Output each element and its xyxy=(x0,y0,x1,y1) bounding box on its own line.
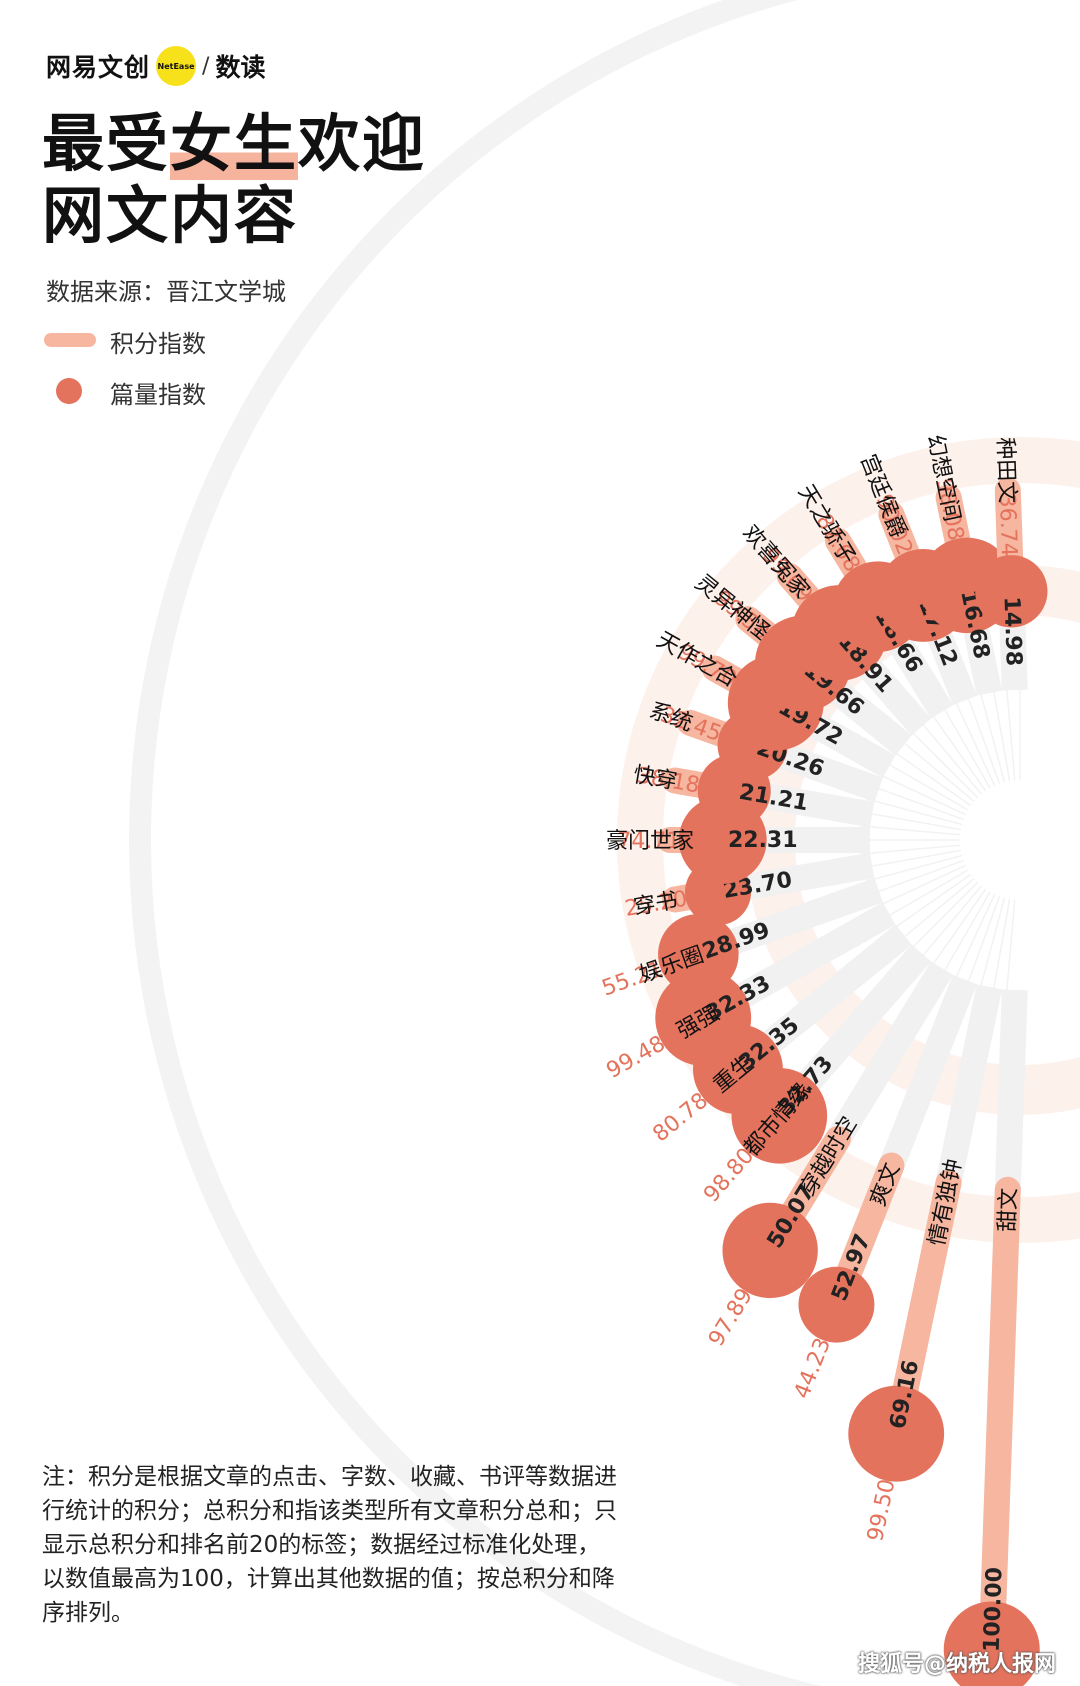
center-spoke xyxy=(927,708,987,792)
data-source: 数据来源：晋江文学城 xyxy=(46,278,286,306)
center-spoke xyxy=(977,685,1006,783)
center-spoke xyxy=(860,844,961,855)
chart-title: 最受女生欢迎 网文内容 xyxy=(42,107,427,252)
legend-bar-swatch xyxy=(44,333,96,347)
watermark: 搜狐号@纳税人报网 xyxy=(857,1652,1056,1677)
legend-bar-label: 积分指数 xyxy=(110,330,206,358)
center-spoke xyxy=(964,689,1001,784)
center-spoke xyxy=(862,849,962,869)
count-label-3: 97.89 xyxy=(704,1284,758,1351)
category-label-18: 种田文 xyxy=(992,437,1019,504)
inner-ring xyxy=(617,437,1080,1243)
center-spoke xyxy=(869,859,964,896)
brand: 网易文创 NetEase / 数读 xyxy=(46,46,265,86)
center-spoke xyxy=(939,891,991,979)
score-label-0: 100.00 xyxy=(980,1567,1008,1653)
count-dot-18 xyxy=(975,555,1048,628)
center-spoke xyxy=(977,897,1006,995)
center-spoke xyxy=(881,869,969,921)
score-label-9: 22.31 xyxy=(728,828,798,853)
count-label-1: 99.50 xyxy=(863,1477,900,1544)
score-bar-0 xyxy=(978,1176,1021,1663)
count-label-18: 36.74 xyxy=(994,493,1021,557)
center-spoke xyxy=(869,784,964,821)
legend-dot-label: 篇量指数 xyxy=(110,381,206,409)
count-label-9: 74.71 xyxy=(617,829,680,854)
count-dot-1 xyxy=(848,1385,945,1482)
count-dot-7 xyxy=(658,913,739,995)
center-spoke xyxy=(1005,899,1016,1000)
center-spoke xyxy=(964,896,1001,991)
legend-dot-swatch xyxy=(56,378,82,404)
category-label-9: 豪门世家 xyxy=(606,829,694,854)
center-spoke xyxy=(951,694,996,786)
center-spoke xyxy=(916,885,983,964)
footnote: 注：积分是根据文章的点击、字数、收藏、书评等数据进行统计的积分；总积分和指该类型… xyxy=(42,1464,617,1626)
center-spoke xyxy=(881,759,969,811)
center-spoke xyxy=(951,894,996,986)
count-dot-0 xyxy=(943,1601,1040,1686)
title-highlight: 女生 xyxy=(170,107,299,180)
count-dot-2 xyxy=(798,1266,875,1343)
count-dot-6 xyxy=(655,970,752,1066)
center-spoke xyxy=(888,873,972,933)
category-label-0: 甜文 xyxy=(995,1187,1022,1232)
center-spoke xyxy=(865,854,963,883)
brand-logo: 网易文创 xyxy=(46,53,151,82)
brand-sub: 数读 xyxy=(215,53,266,82)
brand-separator: / xyxy=(202,53,210,79)
center-spoke xyxy=(906,881,979,954)
count-dot-3 xyxy=(722,1202,818,1299)
center-spoke xyxy=(865,797,963,826)
brand-badge: NetEase xyxy=(156,46,197,86)
center-spoke xyxy=(896,736,975,803)
title-line-1: 最受女生欢迎 xyxy=(42,107,427,180)
center-spoke xyxy=(916,716,983,795)
center-spoke xyxy=(860,825,961,836)
title-part-c: 欢迎 xyxy=(298,107,427,180)
center-spoke xyxy=(874,864,966,909)
center-spoke xyxy=(991,898,1011,998)
center-spoke xyxy=(927,888,987,972)
center-spoke xyxy=(874,771,966,816)
title-part-a: 最受 xyxy=(42,107,171,180)
count-label-2: 44.23 xyxy=(790,1335,836,1403)
count-label-6: 99.48 xyxy=(602,1031,669,1084)
center-spoke xyxy=(896,877,975,944)
score-label-18: 14.98 xyxy=(999,596,1026,666)
center-spoke xyxy=(1005,680,1016,781)
center-spoke xyxy=(862,811,962,831)
center-spoke xyxy=(991,682,1011,782)
outer-ring xyxy=(129,0,823,1686)
title-line-2: 网文内容 xyxy=(42,179,299,252)
center-spoke xyxy=(939,701,991,789)
center-spoke xyxy=(906,726,979,799)
count-label-5: 80.78 xyxy=(648,1088,713,1147)
center-spoke xyxy=(888,747,972,807)
